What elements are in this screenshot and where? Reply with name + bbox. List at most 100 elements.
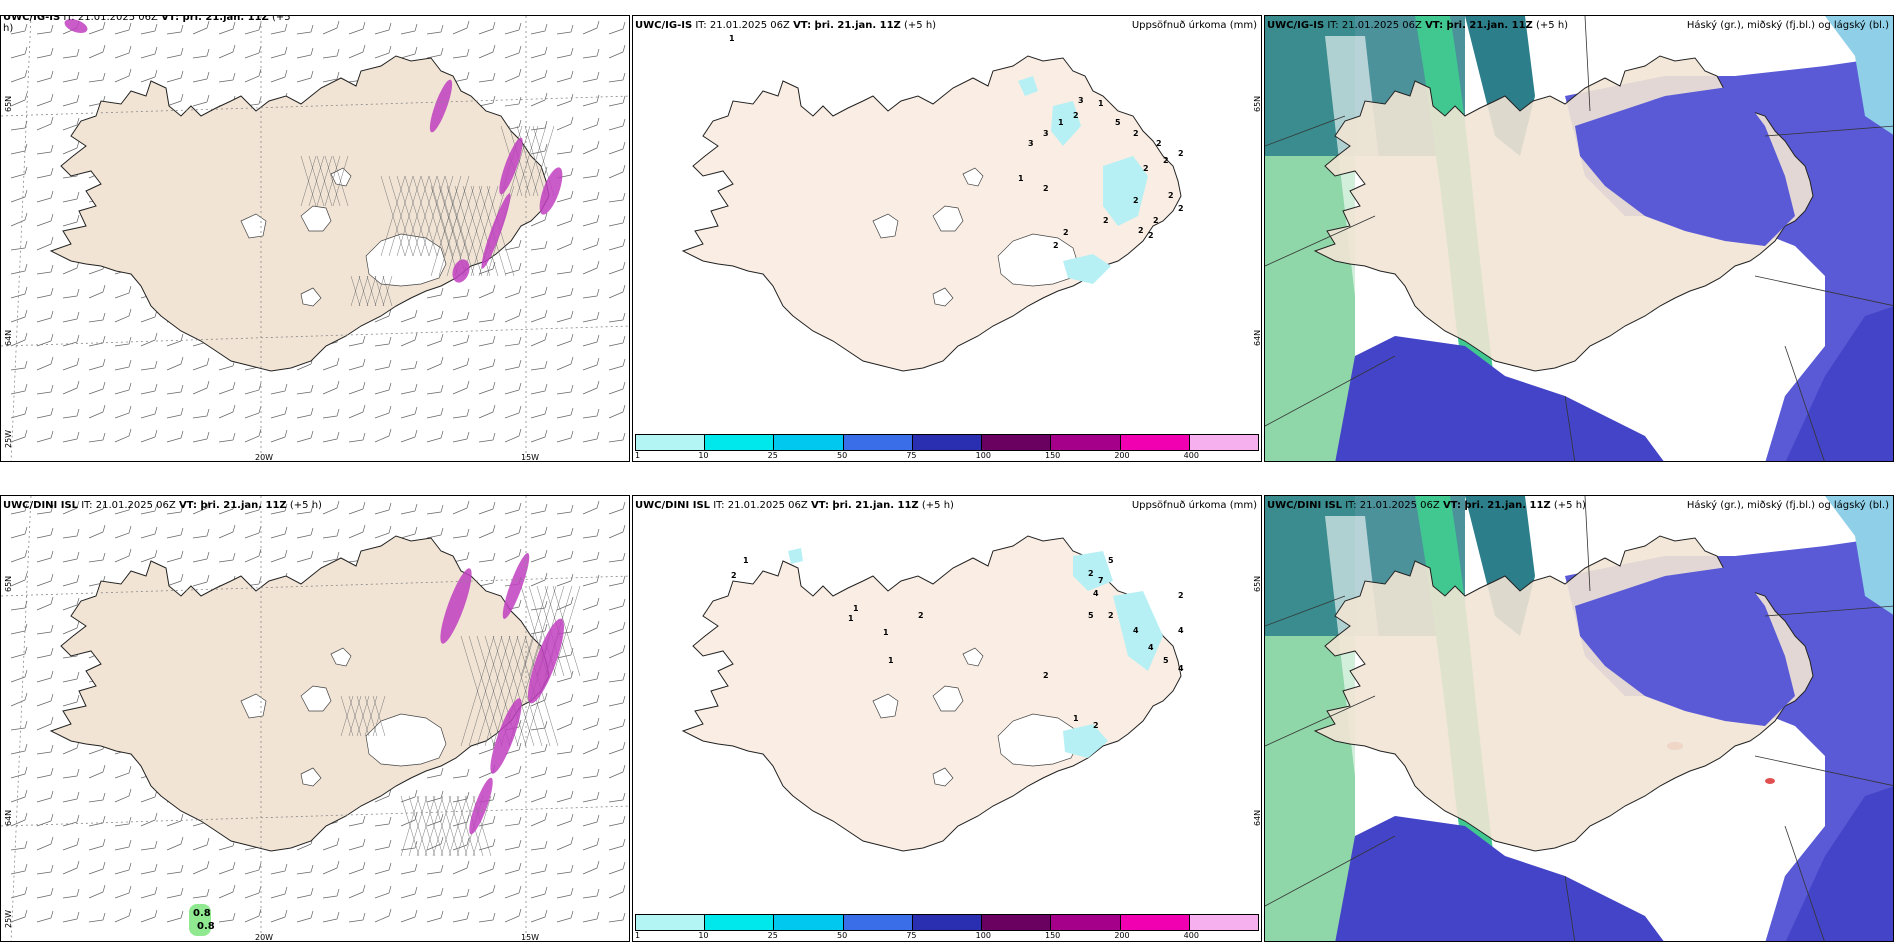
- precip-value-label: 1: [729, 34, 735, 43]
- wind-map-top-left: [1, 16, 629, 461]
- wind-barb: [608, 312, 626, 323]
- wind-barb: [114, 839, 132, 851]
- wind-barb: [452, 311, 470, 323]
- wind-barb: [192, 20, 210, 35]
- glacier-shape: [330, 167, 352, 187]
- wind-barb: [192, 408, 210, 419]
- wind-barb: [452, 860, 470, 875]
- wind-barb: [504, 862, 522, 875]
- lon-label-20w: 20W: [255, 453, 274, 462]
- glacier-shape: [365, 233, 447, 287]
- low-cloud-southeast: [1785, 306, 1893, 461]
- precip-value-label: 2: [1178, 591, 1184, 600]
- colorbar-tick-label: 10: [698, 931, 709, 940]
- wind-barb: [114, 428, 132, 443]
- wind-barb: [374, 816, 392, 827]
- wind-barb: [62, 551, 80, 563]
- wind-barb: [36, 624, 54, 635]
- wind-barb: [114, 68, 132, 83]
- wind-barb: [400, 840, 418, 851]
- wind-barb: [114, 765, 132, 779]
- colorbar-tick-label: 200: [1114, 451, 1130, 460]
- wind-barb: [608, 884, 626, 899]
- wind-barb: [504, 359, 522, 371]
- wind-barb: [374, 22, 392, 35]
- wind-barb: [88, 21, 106, 35]
- precip-value-label: 3: [1043, 129, 1049, 138]
- wind-barb: [582, 260, 600, 275]
- colorbar-segment: [1051, 915, 1121, 930]
- wind-barb: [36, 813, 54, 827]
- precip-value-label: 2: [1073, 111, 1079, 120]
- precip-value-label: 4: [1148, 643, 1154, 652]
- wind-barb: [114, 816, 132, 827]
- wind-barb: [400, 23, 418, 35]
- wind-barb: [192, 860, 210, 875]
- wind-barb: [322, 48, 340, 59]
- wind-barb: [608, 552, 626, 563]
- wind-barb: [62, 311, 80, 323]
- wind-barb: [270, 863, 288, 875]
- precip-light-area: [788, 548, 803, 564]
- wind-barb: [62, 860, 80, 875]
- wind-barb: [530, 360, 548, 371]
- wind-barb: [140, 909, 158, 923]
- low-cloud-south: [1335, 816, 1664, 941]
- colorbar-tick-label: 25: [767, 931, 778, 940]
- wind-barb: [556, 264, 574, 275]
- wind-barb: [530, 886, 548, 899]
- wind-barb: [36, 910, 54, 923]
- wind-barb: [608, 238, 626, 251]
- wind-barb: [218, 912, 236, 923]
- wind-barb: [62, 814, 80, 827]
- wind-barb: [322, 431, 340, 443]
- wind-barb: [504, 405, 522, 419]
- wind-barb: [166, 836, 184, 851]
- point-value-b: 0.8: [197, 921, 215, 932]
- wind-barb: [140, 840, 158, 851]
- wind-barb: [270, 383, 288, 395]
- wind-barb: [36, 744, 54, 755]
- wind-barb: [478, 381, 496, 395]
- wind-barb: [244, 862, 262, 875]
- wind-barb: [556, 310, 574, 323]
- panel-title: UWC/IG-IS IT: 21.01.2025 06Z VT: þri. 21…: [635, 20, 937, 31]
- wind-barb: [556, 836, 574, 851]
- wind-barb: [504, 308, 522, 323]
- precip-value-label: 2: [1133, 129, 1139, 138]
- glacier-shape: [300, 767, 322, 787]
- wind-barb: [88, 815, 106, 827]
- precip-light-area: [1063, 724, 1108, 758]
- wind-barb: [192, 888, 210, 899]
- wind-barb: [348, 884, 366, 899]
- lat-line-65: [1, 95, 629, 117]
- wind-barb: [322, 911, 340, 923]
- wind-barb: [166, 47, 184, 59]
- wind-barb: [426, 384, 444, 395]
- wind-barb: [504, 382, 522, 395]
- precip-value-label: 1: [883, 628, 889, 637]
- precip-light-areas: [788, 548, 1163, 758]
- precip-light-area: [1063, 254, 1111, 284]
- wind-barb: [530, 212, 548, 227]
- precip-value-label: 2: [1148, 231, 1154, 240]
- precip-value-label: 2: [1043, 671, 1049, 680]
- wind-barb: [348, 912, 366, 923]
- map-panel-bottom-middle: UWC/DINI ISL IT: 21.01.2025 06Z VT: þri.…: [632, 495, 1262, 942]
- wind-barb: [140, 383, 158, 395]
- wind-barb: [322, 888, 340, 899]
- wind-barb: [36, 716, 54, 731]
- colorbar-tick-label: 75: [906, 931, 917, 940]
- wind-barb: [426, 310, 444, 323]
- red-cell-2: [1765, 778, 1775, 784]
- precip-value-label: 1: [888, 656, 894, 665]
- precip-value-label: 1: [1073, 714, 1079, 723]
- wind-barb: [62, 768, 80, 779]
- region-lines: [1265, 16, 1893, 461]
- wind-barb: [192, 500, 210, 515]
- precip-colorbar-ticks: 1 10 25 50 75 100 150 200 400: [635, 931, 1259, 941]
- wind-barb: [244, 885, 262, 899]
- precip-colorbar-ticks: 1 10 25 50 75 100 150 200 400: [635, 451, 1259, 461]
- panel-field-title: Háský (gr.), miðský (fj.bl.) og lágský (…: [1686, 20, 1889, 31]
- wind-barb: [556, 504, 574, 515]
